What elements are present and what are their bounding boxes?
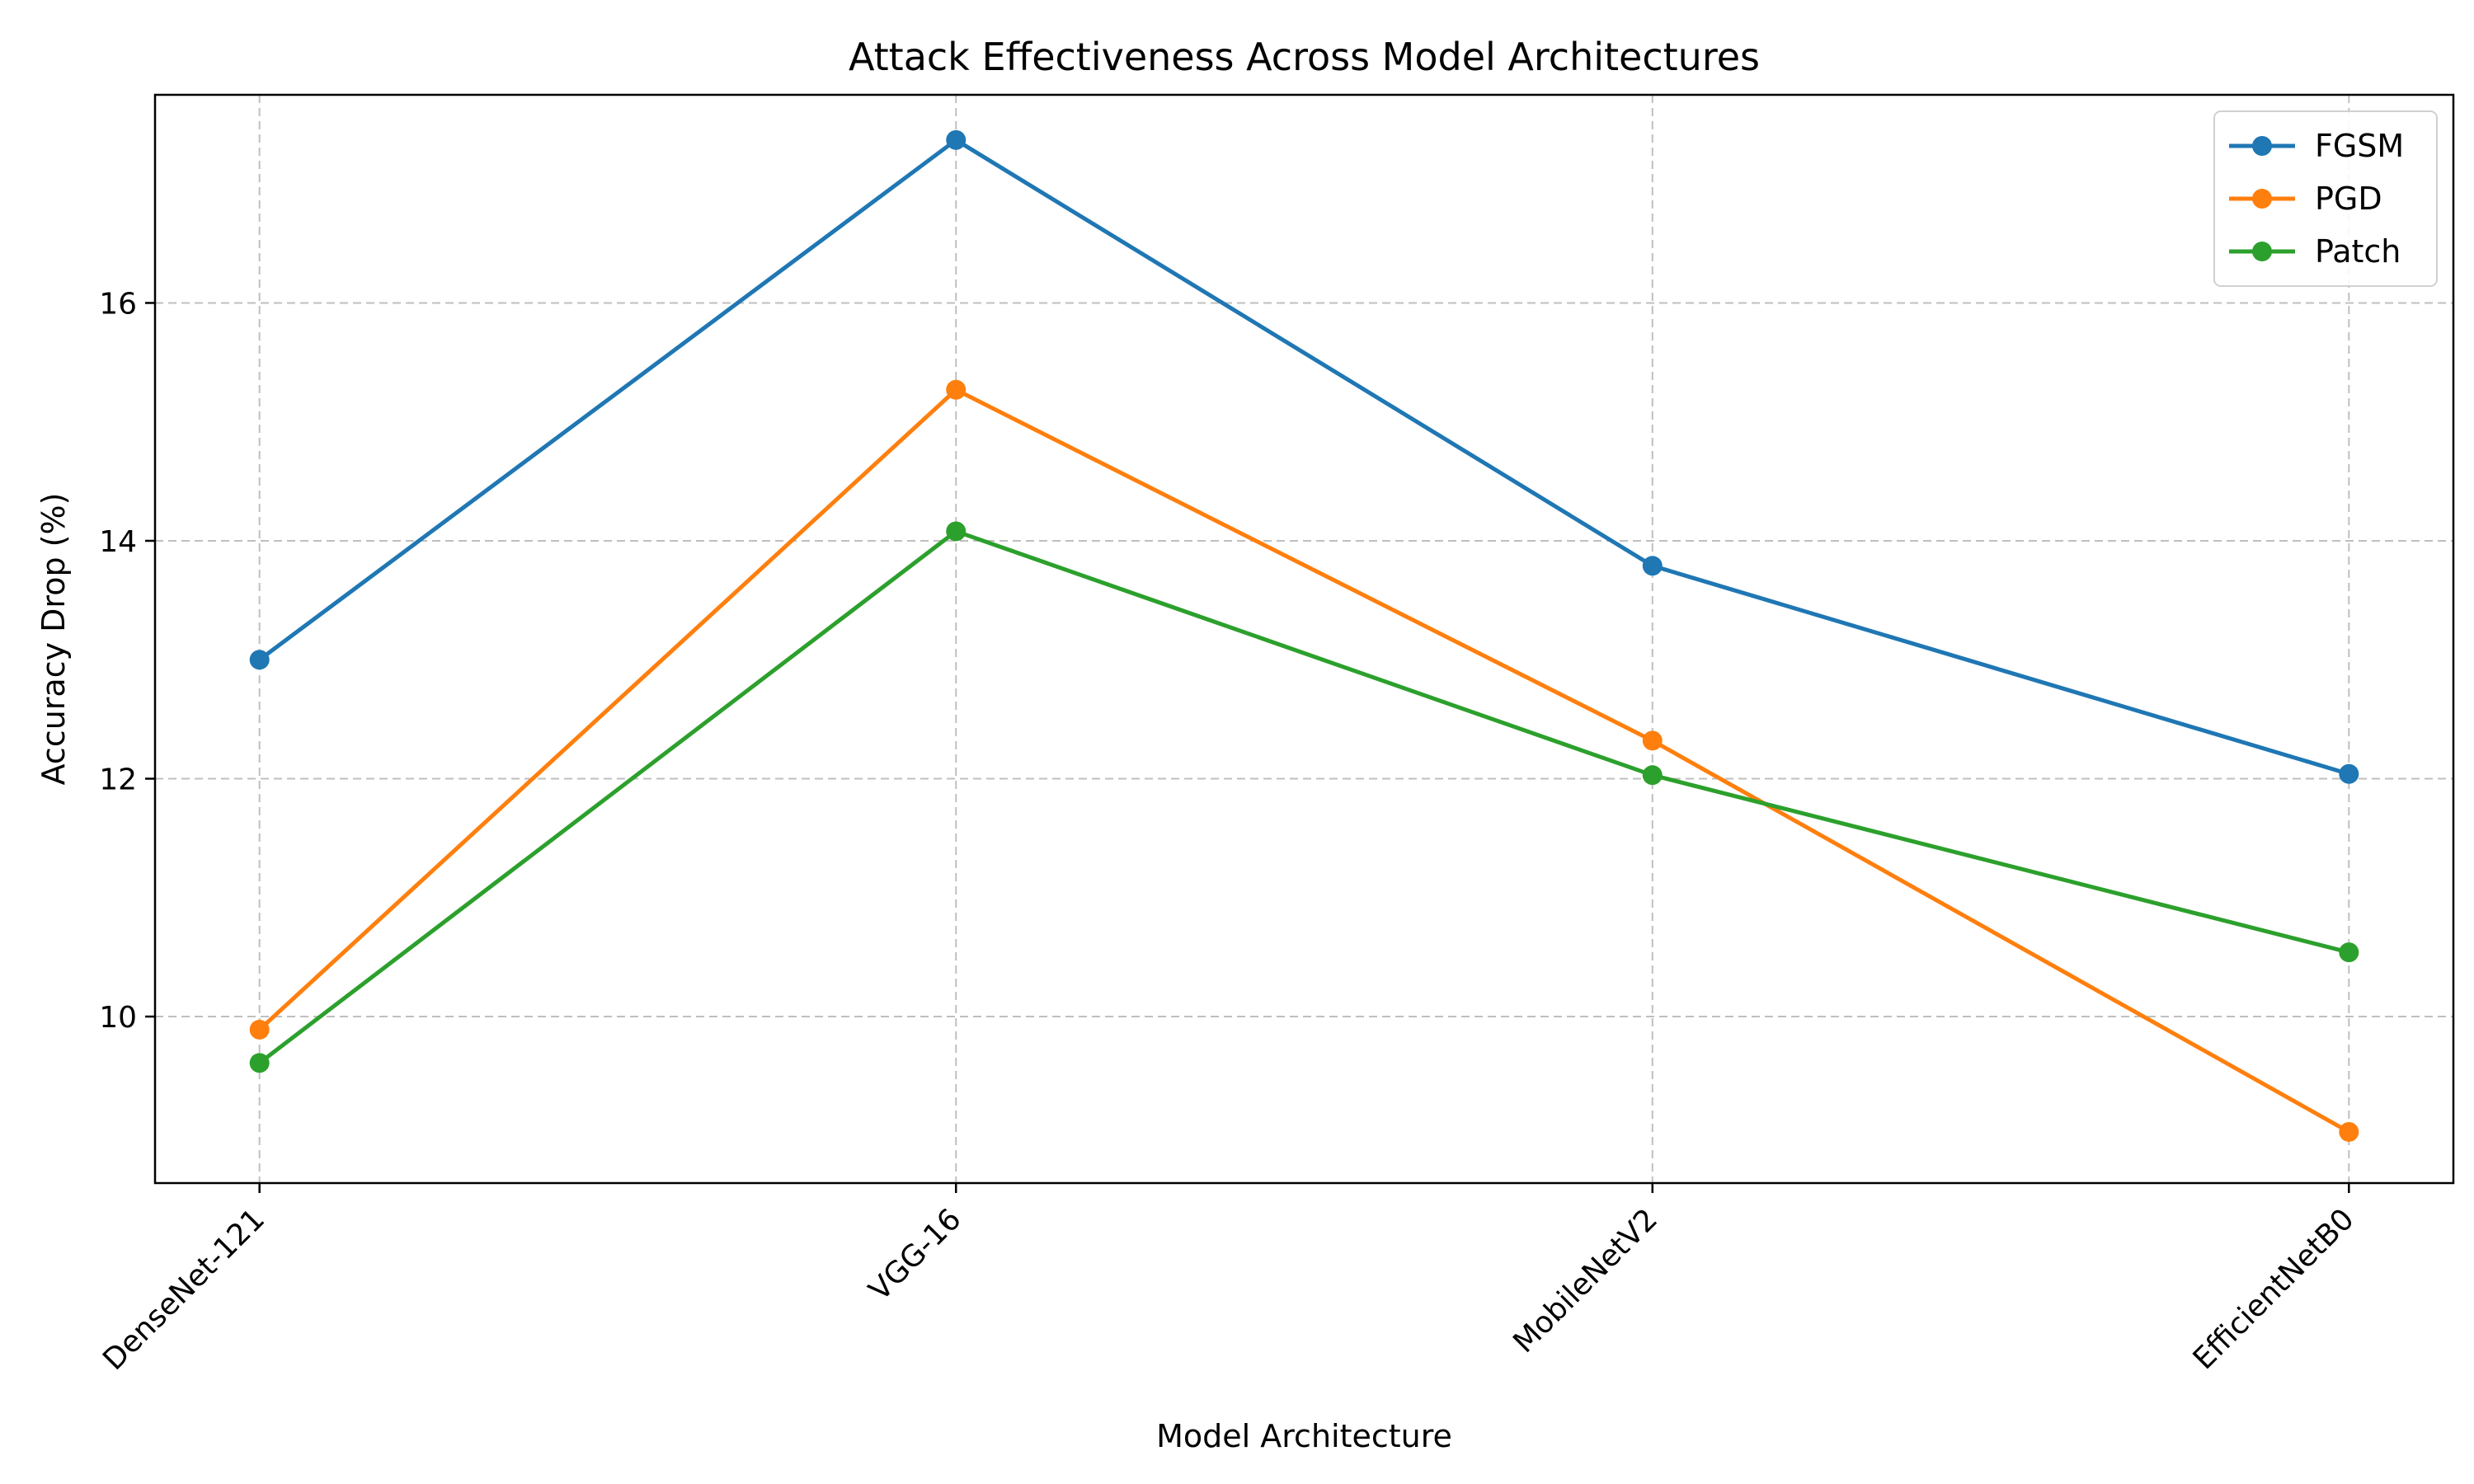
data-point: [2339, 1121, 2359, 1142]
data-point: [1642, 730, 1663, 751]
data-point: [946, 521, 967, 542]
y-tick-label: 12: [99, 763, 137, 797]
legend-item: FGSM: [2229, 128, 2404, 164]
data-point: [249, 1053, 270, 1073]
legend: FGSM PGD Patch: [2213, 110, 2438, 287]
data-point: [249, 650, 270, 670]
y-tick-label: 14: [99, 525, 137, 559]
data-point: [946, 129, 967, 150]
series-pgd: [249, 379, 2359, 1142]
series-line: [258, 138, 2350, 777]
data-point: [2339, 942, 2359, 963]
x-axis-label: Model Architecture: [1156, 1418, 1452, 1454]
data-point: [1642, 765, 1663, 786]
legend-swatch-marker: [2252, 136, 2272, 156]
y-tick-label: 10: [99, 1001, 137, 1035]
legend-label: Patch: [2315, 233, 2401, 270]
legend-label: PGD: [2315, 181, 2382, 217]
series-line: [257, 387, 2350, 1134]
legend-label: FGSM: [2315, 128, 2404, 164]
data-point: [2339, 763, 2359, 784]
grid: [155, 95, 2453, 1183]
y-axis-label: Accuracy Drop (%): [35, 493, 72, 786]
y-tick-label: 16: [99, 287, 137, 321]
legend-item: PGD: [2229, 181, 2382, 217]
legend-box: [2213, 110, 2438, 287]
chart-title: Attack Effectiveness Across Model Archit…: [849, 35, 1760, 79]
plot-frame: [153, 93, 2455, 1185]
series-patch: [249, 521, 2359, 1073]
legend-item: Patch: [2229, 233, 2401, 270]
series-lines: [249, 129, 2359, 1142]
series-line: [258, 528, 2349, 1065]
legend-swatch-marker: [2252, 242, 2272, 261]
data-point: [1642, 556, 1663, 576]
data-point: [946, 379, 967, 400]
data-point: [249, 1019, 270, 1040]
legend-swatch-marker: [2252, 189, 2272, 209]
series-fgsm: [249, 129, 2359, 784]
